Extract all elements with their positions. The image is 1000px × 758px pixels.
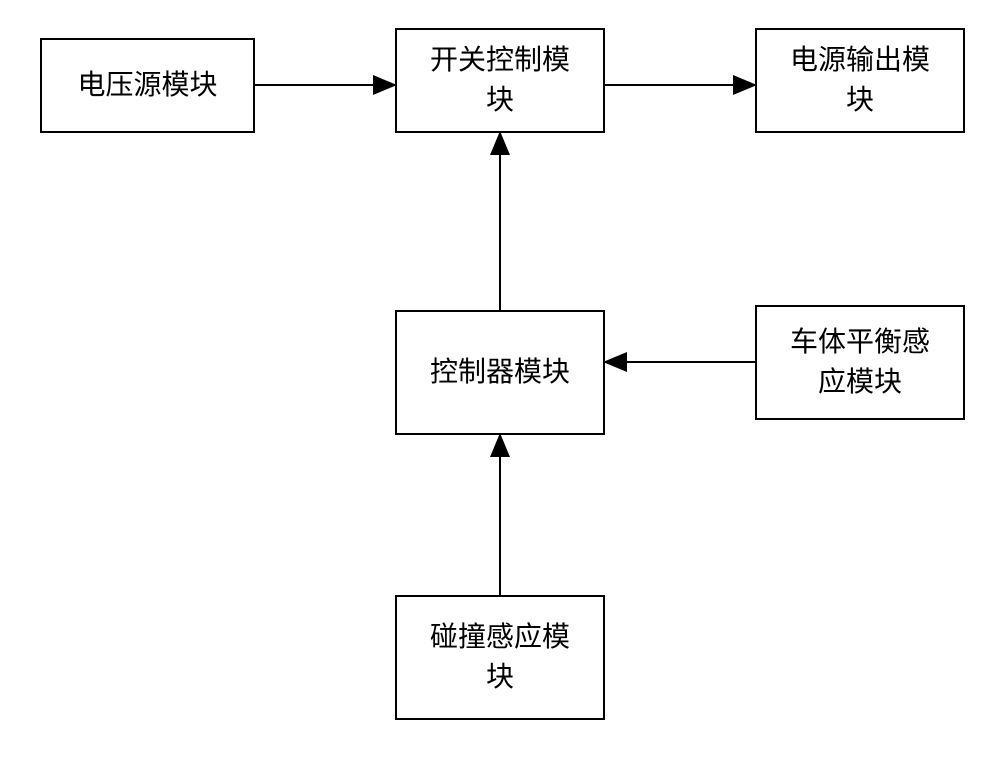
power-output-label: 电源输出模块 [786, 37, 934, 123]
controller-label: 控制器模块 [426, 349, 574, 396]
collision-sensor-box: 碰撞感应模块 [395, 595, 605, 720]
power-output-box: 电源输出模块 [755, 28, 965, 133]
collision-sensor-label: 碰撞感应模块 [426, 614, 574, 700]
voltage-source-box: 电压源模块 [40, 38, 255, 133]
balance-sensor-label: 车体平衡感应模块 [786, 319, 934, 405]
controller-box: 控制器模块 [395, 310, 605, 435]
voltage-source-label: 电压源模块 [73, 62, 221, 109]
balance-sensor-box: 车体平衡感应模块 [755, 305, 965, 420]
switch-control-label: 开关控制模块 [426, 37, 574, 123]
switch-control-box: 开关控制模块 [395, 28, 605, 133]
